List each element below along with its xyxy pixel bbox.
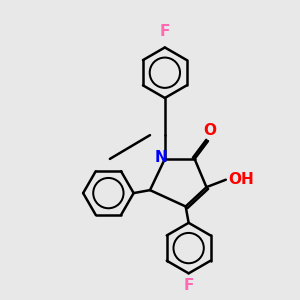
- Text: N: N: [155, 150, 168, 165]
- Text: F: F: [184, 278, 194, 293]
- Text: OH: OH: [228, 172, 254, 187]
- Text: O: O: [203, 123, 216, 138]
- Text: F: F: [160, 23, 170, 38]
